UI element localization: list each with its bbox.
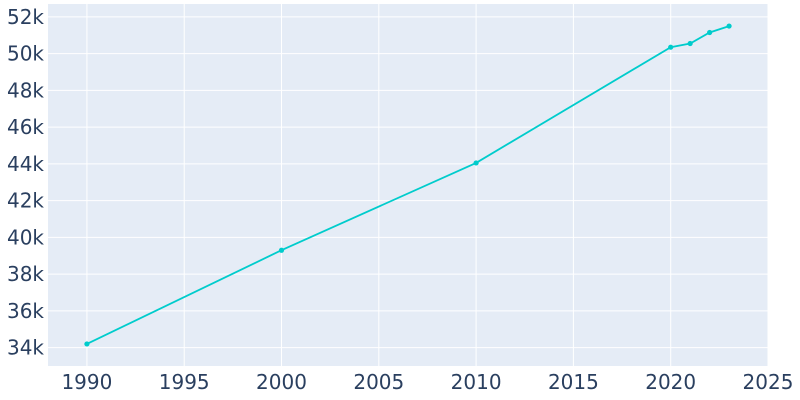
x-tick-label: 2010 (451, 370, 502, 394)
data-point (707, 29, 713, 36)
x-gridlines (86, 4, 769, 366)
y-tick-label: 52k (7, 5, 44, 29)
x-tick-label: 2000 (256, 370, 307, 394)
x-tick-label: 2020 (645, 370, 696, 394)
x-tick-label: 2025 (743, 370, 794, 394)
x-tick-label: 1995 (159, 370, 210, 394)
y-tick-label: 48k (7, 78, 44, 102)
y-tick-label: 36k (7, 299, 44, 323)
data-point (668, 44, 674, 50)
x-tick-label: 1990 (61, 370, 112, 394)
y-axis-tick-labels: 34k 36k 38k 40k 42k 44k 46k 48k 50k 52k (7, 5, 44, 360)
y-tick-label: 42k (7, 189, 44, 213)
data-point (278, 247, 285, 253)
data-point (687, 40, 693, 47)
x-tick-label: 2015 (548, 370, 599, 394)
plot-area (48, 4, 768, 366)
x-axis-tick-labels: 1990 1995 2000 2005 2010 2015 2020 2025 (61, 370, 793, 394)
data-point (726, 23, 732, 29)
y-tick-label: 34k (7, 336, 44, 360)
x-tick-label: 2005 (353, 370, 404, 394)
y-gridlines (48, 16, 768, 349)
data-point (84, 341, 90, 347)
data-point (473, 160, 479, 166)
series-points (84, 23, 732, 347)
y-tick-label: 40k (7, 225, 44, 249)
y-tick-label: 46k (7, 115, 44, 139)
y-tick-label: 44k (7, 152, 44, 176)
y-tick-label: 50k (7, 42, 44, 66)
y-tick-label: 38k (7, 262, 44, 286)
